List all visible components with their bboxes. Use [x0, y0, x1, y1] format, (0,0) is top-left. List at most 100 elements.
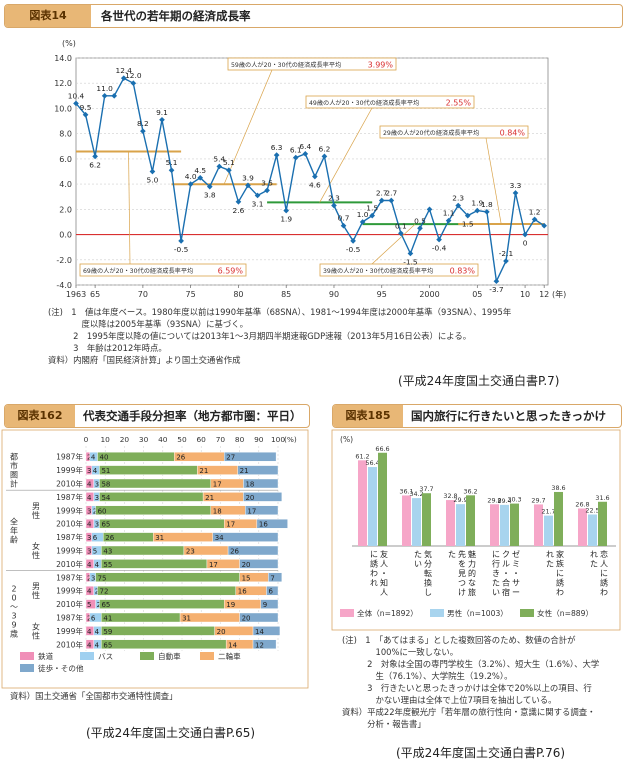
data-point: [273, 152, 280, 158]
data-point: [168, 167, 175, 174]
segment-value-label: 4: [95, 628, 100, 636]
bar-value-label: 61.2: [355, 452, 369, 460]
callout-leader: [128, 151, 131, 265]
data-point: [178, 238, 184, 244]
legend-label: 自動車: [158, 651, 181, 661]
stacked-bar-segment: [243, 492, 283, 502]
y-axis-unit: (%): [62, 39, 76, 48]
segment-value-label: 21: [205, 494, 214, 502]
segment-value-label: 58: [101, 481, 110, 489]
segment-value-label: 3: [95, 521, 99, 529]
category-label-char: 友: [380, 549, 388, 559]
group-label-char: 〜: [10, 602, 18, 611]
stacked-bar-segment: [243, 478, 279, 489]
category-label: 1999年: [56, 586, 83, 596]
data-point: [216, 163, 223, 170]
data-point: [378, 197, 385, 204]
category-label-char: 族: [556, 559, 564, 569]
stacked-bar-segment: [237, 465, 279, 475]
data-point: [197, 174, 204, 181]
segment-value-label: 21: [240, 467, 249, 475]
category-label-char: 人: [600, 560, 608, 569]
y-tick-label: 4.0: [59, 180, 72, 189]
bar-value-label: 29.4: [497, 497, 511, 505]
data-label: -1.5: [403, 257, 418, 266]
chart185-header: 図表185 国内旅行に行きたいと思ったきっかけ: [332, 404, 622, 428]
chart14-notes: (注) 1 値は年度ベース。1980年度以前は1990年基準（68SNA）、19…: [48, 306, 511, 366]
legend-swatch: [430, 609, 444, 617]
x-tick-label: 80: [235, 435, 245, 444]
category-label-char: サ: [512, 579, 520, 588]
category-label-char: に: [556, 569, 564, 578]
category-label-char: を: [458, 560, 466, 569]
data-label: 6.4: [299, 142, 311, 151]
chart14-note-line: 2 1995年度以降の値については2013年1～3月期四半期速報GDP速報（20…: [48, 331, 472, 341]
segment-value-label: 18: [245, 481, 254, 489]
group-label-char: 都: [10, 453, 18, 462]
segment-value-label: 72: [100, 588, 109, 596]
bar: [598, 501, 607, 546]
data-point: [140, 128, 146, 134]
bar-value-label: 32.8: [443, 492, 457, 500]
legend-label: 二輪車: [218, 651, 241, 661]
callout-value: 0.84%: [500, 129, 526, 138]
group-label-char: 0: [11, 593, 16, 602]
bar: [578, 508, 587, 546]
segment-value-label: 3: [91, 574, 95, 582]
callout-leader: [371, 223, 416, 265]
chart185-notes: (注) 1 「あてはまる」とした複数回答のため、数値の合計が 100%に一致しな…: [342, 634, 599, 730]
x-axis-unit: (年): [552, 289, 566, 299]
category-label-char: 見: [458, 569, 466, 578]
data-point: [484, 209, 490, 215]
segment-value-label: 17: [209, 561, 218, 569]
callout-value: 0.83%: [450, 267, 476, 276]
segment-value-label: 6: [268, 588, 273, 596]
data-label: 3.8: [204, 191, 216, 200]
segment-value-label: 14: [255, 628, 264, 636]
callout-label: 49歳の人が20・30代の経済成長率平均: [309, 99, 419, 107]
category-label-char: 人: [380, 588, 388, 597]
data-point: [522, 231, 528, 238]
group-label-char: 歳: [10, 628, 18, 638]
segment-value-label: 26: [176, 454, 185, 462]
data-point: [92, 153, 98, 160]
segment-value-label: 20: [242, 561, 251, 569]
x-tick-label: 10: [520, 290, 530, 299]
y-tick-label: 2.0: [59, 205, 72, 214]
data-label: -0.5: [346, 245, 361, 254]
data-label: 1.5: [462, 220, 474, 229]
data-point: [455, 202, 462, 209]
category-label: 1987年: [56, 452, 83, 462]
bar-value-label: 26.8: [575, 500, 589, 508]
x-tick-label: 30: [139, 435, 149, 444]
group-label-char: 女: [32, 541, 40, 551]
data-label: 1.2: [529, 207, 541, 216]
chart162-citation: (平成24年度国土交通白書P.65): [86, 726, 256, 740]
category-label: 1987年: [56, 492, 83, 502]
data-point: [359, 219, 366, 225]
chart14-note-line: 度以降は2005年基準（93SNA）に基づく。: [48, 319, 249, 329]
bar-value-label: 30.3: [507, 496, 521, 504]
data-label: 8.2: [137, 119, 149, 128]
group-label-char: 性: [32, 550, 40, 560]
data-point: [302, 151, 309, 157]
x-tick-label: 05: [472, 290, 482, 299]
stacked-bar-segment: [99, 492, 204, 502]
segment-value-label: 4: [95, 641, 100, 649]
segment-value-label: 2: [87, 615, 91, 623]
callout-label: 29歳の人が20代の経済成長率平均: [383, 129, 479, 137]
chart14-source: 資料）内閣府「国民経済計算」より国土交通省作成: [48, 355, 241, 365]
chart185-note-line: 生（76.1%）、大学院生（19.2%）。: [342, 671, 513, 681]
data-label: 1.5: [366, 204, 378, 213]
bar: [402, 495, 411, 546]
data-point: [436, 236, 442, 243]
segment-value-label: 75: [98, 574, 107, 582]
data-label: 1.8: [481, 200, 493, 209]
legend-label: 女性（n=889）: [537, 608, 593, 618]
data-label: 4.5: [194, 166, 206, 175]
data-point: [369, 212, 376, 219]
category-label-char: わ: [370, 569, 378, 578]
data-point: [120, 75, 127, 82]
chart14-line-chart: -4.0 -2.0 0.0 2.0 4.0 6.0 8.0 10.0 12.0 14.0 1963 6…: [54, 39, 566, 299]
data-label: 11.0: [96, 84, 113, 93]
